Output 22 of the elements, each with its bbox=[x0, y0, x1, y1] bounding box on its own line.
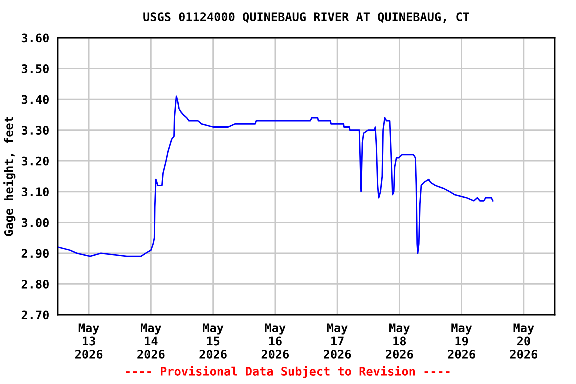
y-tick-label: 3.60 bbox=[22, 34, 49, 43]
y-tick-label: 2.80 bbox=[22, 280, 49, 289]
y-tick-label: 3.10 bbox=[22, 188, 49, 197]
x-tick-label: May 16 2026 bbox=[262, 324, 290, 359]
y-axis-title: Gage height, feet bbox=[4, 117, 16, 236]
y-tick-label: 3.40 bbox=[22, 95, 49, 104]
y-tick-label: 3.00 bbox=[22, 218, 49, 228]
text: ---- Provisional Data Subject to Revision ---- bbox=[126, 366, 450, 378]
y-tick-label: 3.30 bbox=[22, 126, 49, 135]
x-tick-label: May 15 2026 bbox=[200, 324, 227, 359]
y-tick-label: 3.50 bbox=[22, 64, 49, 74]
y-tick-label: 2.70 bbox=[22, 310, 49, 320]
x-tick-label: May 13 2026 bbox=[76, 324, 103, 359]
x-tick-label: May 14 2026 bbox=[138, 324, 165, 359]
x-tick-label: May 19 2026 bbox=[448, 324, 476, 359]
x-tick-label: May 17 2026 bbox=[324, 324, 352, 359]
line-series bbox=[58, 96, 494, 258]
chart-title: USGS 01124000 QUINEBAUG RIVER AT QUINEBAUG, CT bbox=[144, 12, 470, 23]
y-tick-label: 2.90 bbox=[22, 249, 49, 258]
x-tick-label: May 18 2026 bbox=[386, 324, 414, 359]
y-tick-label: 3.20 bbox=[22, 156, 49, 166]
x-tick-label: May 20 2026 bbox=[510, 324, 538, 359]
